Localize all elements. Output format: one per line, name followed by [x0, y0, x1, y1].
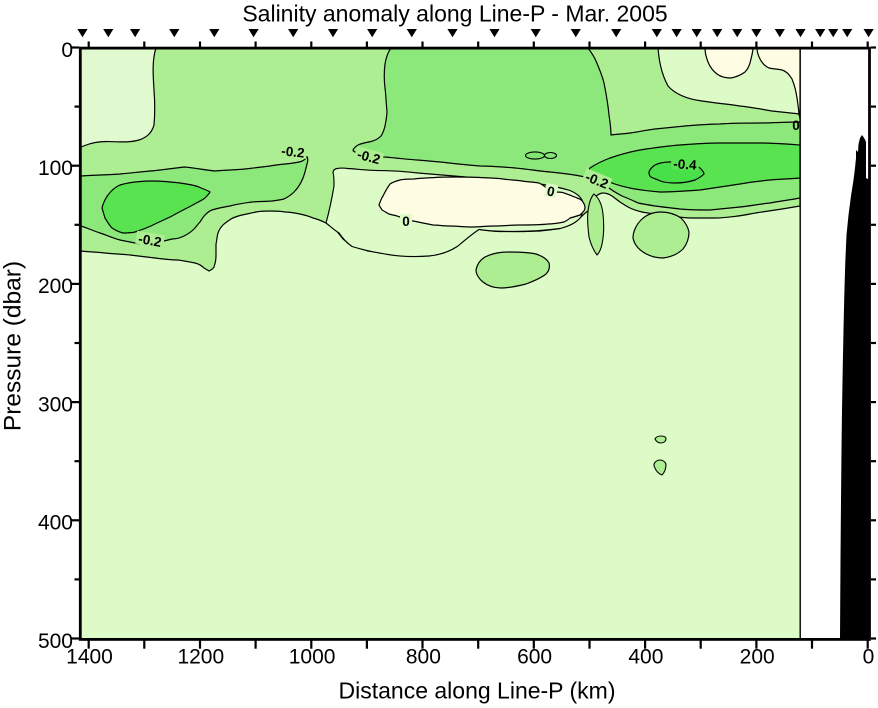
svg-text:Salinity anomaly along Line-P: Salinity anomaly along Line-P - Mar. 200… [242, 1, 667, 27]
svg-text:600: 600 [517, 646, 552, 669]
svg-text:0: 0 [402, 214, 410, 229]
svg-text:400: 400 [628, 646, 663, 669]
svg-text:Distance along Line-P (km): Distance along Line-P (km) [339, 678, 616, 704]
svg-text:500: 500 [38, 630, 73, 653]
svg-text:1200: 1200 [177, 646, 224, 669]
svg-text:-0.2: -0.2 [356, 147, 382, 168]
svg-text:0: 0 [546, 183, 556, 199]
svg-text:800: 800 [406, 646, 441, 669]
svg-text:-0.2: -0.2 [281, 143, 306, 160]
svg-text:400: 400 [38, 512, 73, 535]
svg-text:300: 300 [38, 393, 73, 416]
svg-text:1400: 1400 [66, 646, 113, 669]
svg-text:-0.4: -0.4 [673, 156, 698, 173]
svg-text:Pressure (dbar): Pressure (dbar) [0, 261, 27, 431]
svg-text:0: 0 [792, 118, 800, 133]
svg-text:100: 100 [38, 157, 73, 180]
svg-text:-0.2: -0.2 [137, 231, 163, 250]
svg-text:1000: 1000 [289, 646, 336, 669]
svg-text:0: 0 [863, 646, 875, 669]
svg-text:0: 0 [61, 39, 73, 62]
svg-text:200: 200 [38, 275, 73, 298]
svg-text:200: 200 [740, 646, 775, 669]
